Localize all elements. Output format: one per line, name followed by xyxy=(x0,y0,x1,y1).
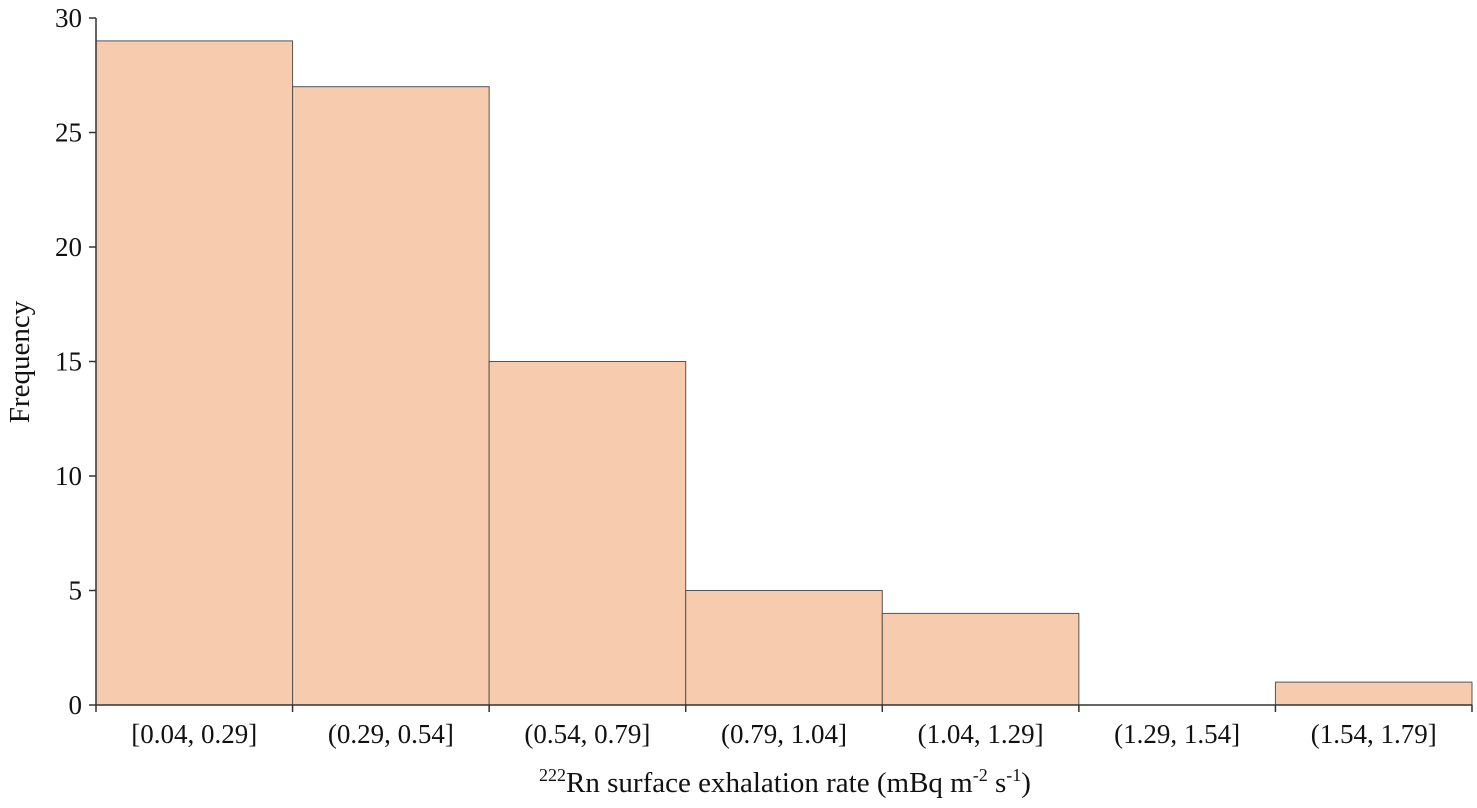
x-axis-title-isotope-superscript: 222 xyxy=(539,765,566,785)
x-tick-label: [0.04, 0.29] xyxy=(131,719,257,749)
y-tick-label: 0 xyxy=(69,690,83,720)
y-tick-label: 10 xyxy=(55,461,82,491)
x-axis-title-mid: s xyxy=(988,767,1007,799)
x-tick-label: (0.79, 1.04] xyxy=(721,719,847,749)
x-tick-label: (0.29, 0.54] xyxy=(328,719,454,749)
bar-3 xyxy=(488,361,687,706)
x-axis-title-exp2: -1 xyxy=(1006,765,1021,785)
x-axis-title-exp1: -2 xyxy=(973,765,988,785)
x-axis-title-main: Rn surface exhalation rate (mBq m xyxy=(566,767,973,799)
y-tick-label: 20 xyxy=(55,232,82,262)
bars-group xyxy=(95,40,1473,706)
x-axis-ticks: [0.04, 0.29] (0.29, 0.54] (0.54, 0.79] (0.7… xyxy=(95,705,1473,749)
bar-7 xyxy=(1274,681,1473,706)
x-axis-title: 222Rn surface exhalation rate (mBq m-2 s… xyxy=(539,765,1031,799)
bar-4 xyxy=(685,590,883,706)
y-tick-label: 15 xyxy=(55,347,82,377)
x-tick-label: (1.29, 1.54] xyxy=(1114,719,1240,749)
x-tick-label: (0.54, 0.79] xyxy=(524,719,650,749)
y-tick-label: 5 xyxy=(69,576,83,606)
y-tick-label: 30 xyxy=(55,3,82,33)
y-axis-title: Frequency xyxy=(4,300,36,423)
x-tick-label: (1.04, 1.29] xyxy=(918,719,1044,749)
x-axis-title-end: ) xyxy=(1021,767,1031,799)
y-axis-ticks: 0 5 10 15 20 25 30 xyxy=(55,3,96,720)
bar-5 xyxy=(881,612,1080,706)
y-tick-label: 25 xyxy=(55,118,82,148)
bar-2 xyxy=(292,86,490,706)
bar-1 xyxy=(95,40,294,706)
x-tick-label: (1.54, 1.79] xyxy=(1311,719,1437,749)
